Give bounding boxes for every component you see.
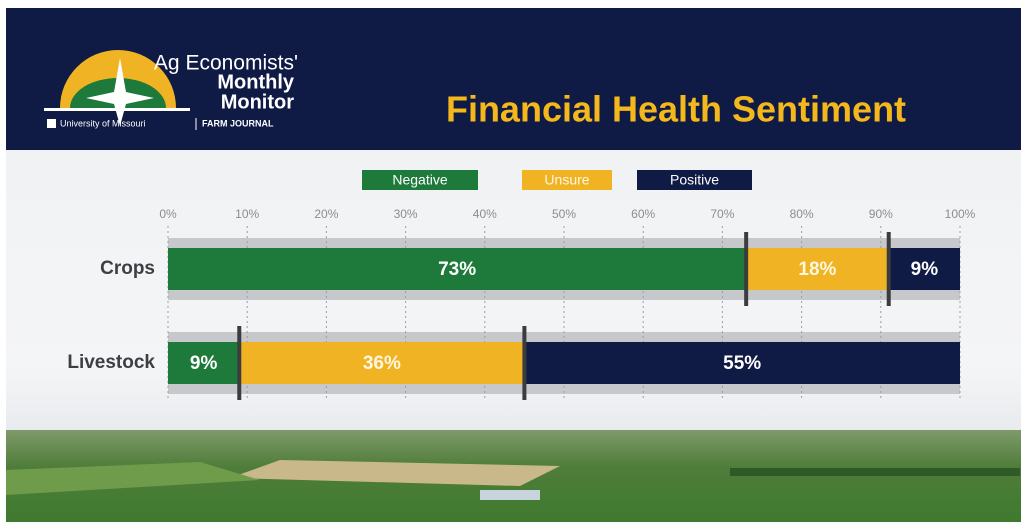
pond xyxy=(480,490,540,500)
logo-star xyxy=(86,58,154,126)
x-tick-label: 0% xyxy=(159,207,177,221)
legend-swatch xyxy=(522,170,612,190)
segment-divider xyxy=(522,326,527,400)
bar-segment xyxy=(239,342,525,384)
bar-segment xyxy=(888,248,960,290)
field xyxy=(230,460,560,486)
field xyxy=(6,462,260,495)
partner-name: FARM JOURNAL xyxy=(202,118,274,128)
x-tick-label: 20% xyxy=(314,207,338,221)
segment-divider xyxy=(886,232,891,306)
brand-text: Monitor xyxy=(221,91,295,113)
legend-label: Negative xyxy=(392,172,447,188)
segment-divider xyxy=(744,232,749,306)
value-label: 55% xyxy=(723,353,761,374)
header-banner xyxy=(6,8,1021,150)
category-label: Livestock xyxy=(67,352,155,373)
treeline xyxy=(730,468,1020,476)
x-tick-label: 80% xyxy=(790,207,814,221)
x-tick-label: 70% xyxy=(710,207,734,221)
x-tick-label: 90% xyxy=(869,207,893,221)
segment-divider xyxy=(237,326,242,400)
legend-label: Positive xyxy=(670,172,719,188)
x-tick-label: 100% xyxy=(945,207,976,221)
legend-swatch xyxy=(362,170,478,190)
value-label: 73% xyxy=(438,259,476,280)
value-label: 9% xyxy=(190,353,218,374)
bar-segment xyxy=(524,342,960,384)
chart-title: Financial Health Sentiment xyxy=(446,89,906,130)
value-label: 18% xyxy=(798,259,836,280)
category-label: Crops xyxy=(100,258,155,279)
brand-text: Ag Economists' xyxy=(154,52,298,75)
x-tick-label: 40% xyxy=(473,207,497,221)
x-tick-label: 10% xyxy=(235,207,259,221)
brand-text: Monthly xyxy=(217,71,295,93)
x-tick-label: 50% xyxy=(552,207,576,221)
university-name: University of Missouri xyxy=(60,118,146,128)
value-label: 36% xyxy=(363,353,401,374)
x-tick-label: 60% xyxy=(631,207,655,221)
logo-rule xyxy=(44,108,190,111)
legend-label: Unsure xyxy=(544,172,589,188)
university-icon xyxy=(47,119,56,128)
bar-segment xyxy=(168,342,240,384)
legend-swatch xyxy=(637,170,752,190)
bar-segment xyxy=(168,248,747,290)
value-label: 9% xyxy=(911,259,939,280)
bar-segment xyxy=(746,248,889,290)
x-tick-label: 30% xyxy=(394,207,418,221)
